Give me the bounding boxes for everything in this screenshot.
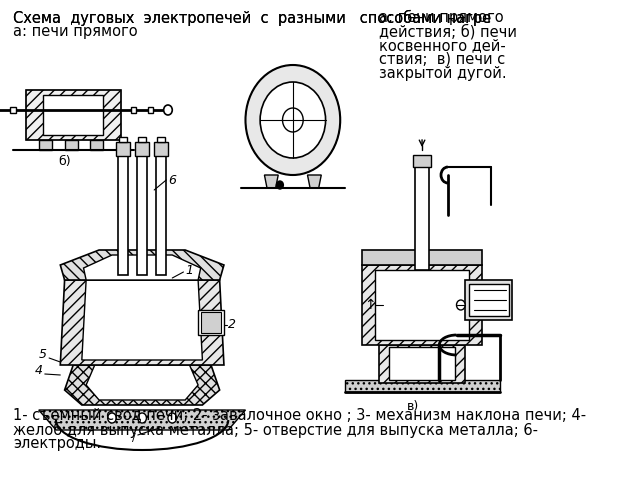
Bar (135, 142, 149, 156)
Bar (154, 142, 168, 156)
Polygon shape (60, 250, 224, 280)
Bar (389, 347, 455, 380)
Text: действия; б) печи: действия; б) печи (379, 24, 517, 40)
Bar (413, 155, 431, 167)
Polygon shape (65, 365, 220, 405)
Bar (39, 140, 52, 150)
Bar (362, 250, 483, 265)
Polygon shape (84, 255, 201, 280)
Text: электроды.: электроды. (13, 436, 101, 451)
Bar (119, 137, 127, 142)
Text: ствия;  в) печи с: ствия; в) печи с (379, 52, 505, 67)
Circle shape (260, 82, 326, 158)
Bar (116, 142, 130, 156)
Bar (465, 280, 513, 320)
Bar (201, 312, 221, 333)
Text: Схема  дуговых  электропечей  с  разными   способами нагре: Схема дуговых электропечей с разными спо… (13, 10, 491, 26)
Bar (468, 284, 509, 316)
Text: 2: 2 (228, 319, 236, 332)
Text: /: / (132, 433, 136, 443)
Polygon shape (264, 175, 278, 188)
Text: в): в) (407, 400, 420, 413)
Circle shape (456, 300, 465, 310)
Text: а: печи прямого: а: печи прямого (13, 24, 138, 39)
Circle shape (276, 181, 284, 189)
Bar (26, 90, 120, 140)
Bar (157, 137, 165, 142)
Circle shape (164, 105, 172, 115)
Text: закрытой дугой.: закрытой дугой. (379, 66, 507, 81)
Circle shape (246, 65, 340, 175)
Bar (138, 137, 147, 142)
Text: 5: 5 (39, 348, 47, 361)
Polygon shape (39, 410, 246, 430)
Text: 6: 6 (168, 173, 176, 187)
Bar (198, 310, 224, 335)
Bar (26, 90, 120, 140)
Text: б): б) (58, 155, 71, 168)
Circle shape (108, 413, 116, 423)
Bar (131, 107, 136, 113)
Bar (65, 140, 77, 150)
Bar (118, 155, 129, 275)
Bar (137, 155, 147, 275)
Bar (10, 107, 15, 113)
Text: Схема  дуговых  электропечей  с  разными   способами нагре: Схема дуговых электропечей с разными спо… (13, 10, 491, 26)
Text: 1: 1 (185, 264, 193, 276)
Bar (90, 140, 103, 150)
Text: 1- съемный свод печи; 2- завалочное окно ; 3- механизм наклона печи; 4-: 1- съемный свод печи; 2- завалочное окно… (13, 408, 586, 423)
Bar (379, 345, 465, 383)
Bar (415, 165, 429, 270)
Bar (344, 380, 500, 392)
Bar (362, 265, 483, 345)
Bar (156, 155, 166, 275)
Bar (374, 270, 469, 340)
Bar (43, 95, 103, 135)
Polygon shape (307, 175, 321, 188)
Text: а: печи прямого: а: печи прямого (379, 10, 504, 25)
Circle shape (282, 108, 303, 132)
Text: ↑: ↑ (365, 298, 376, 312)
Polygon shape (86, 365, 198, 400)
Circle shape (168, 413, 177, 423)
Polygon shape (60, 280, 224, 365)
Text: желоб для выпуска металла; 5- отверстие для выпуска металла; 6-: желоб для выпуска металла; 5- отверстие … (13, 422, 538, 438)
Polygon shape (82, 280, 202, 360)
Text: 4: 4 (35, 363, 43, 376)
Bar (148, 107, 154, 113)
Circle shape (138, 413, 147, 423)
Text: косвенного дей-: косвенного дей- (379, 38, 506, 53)
